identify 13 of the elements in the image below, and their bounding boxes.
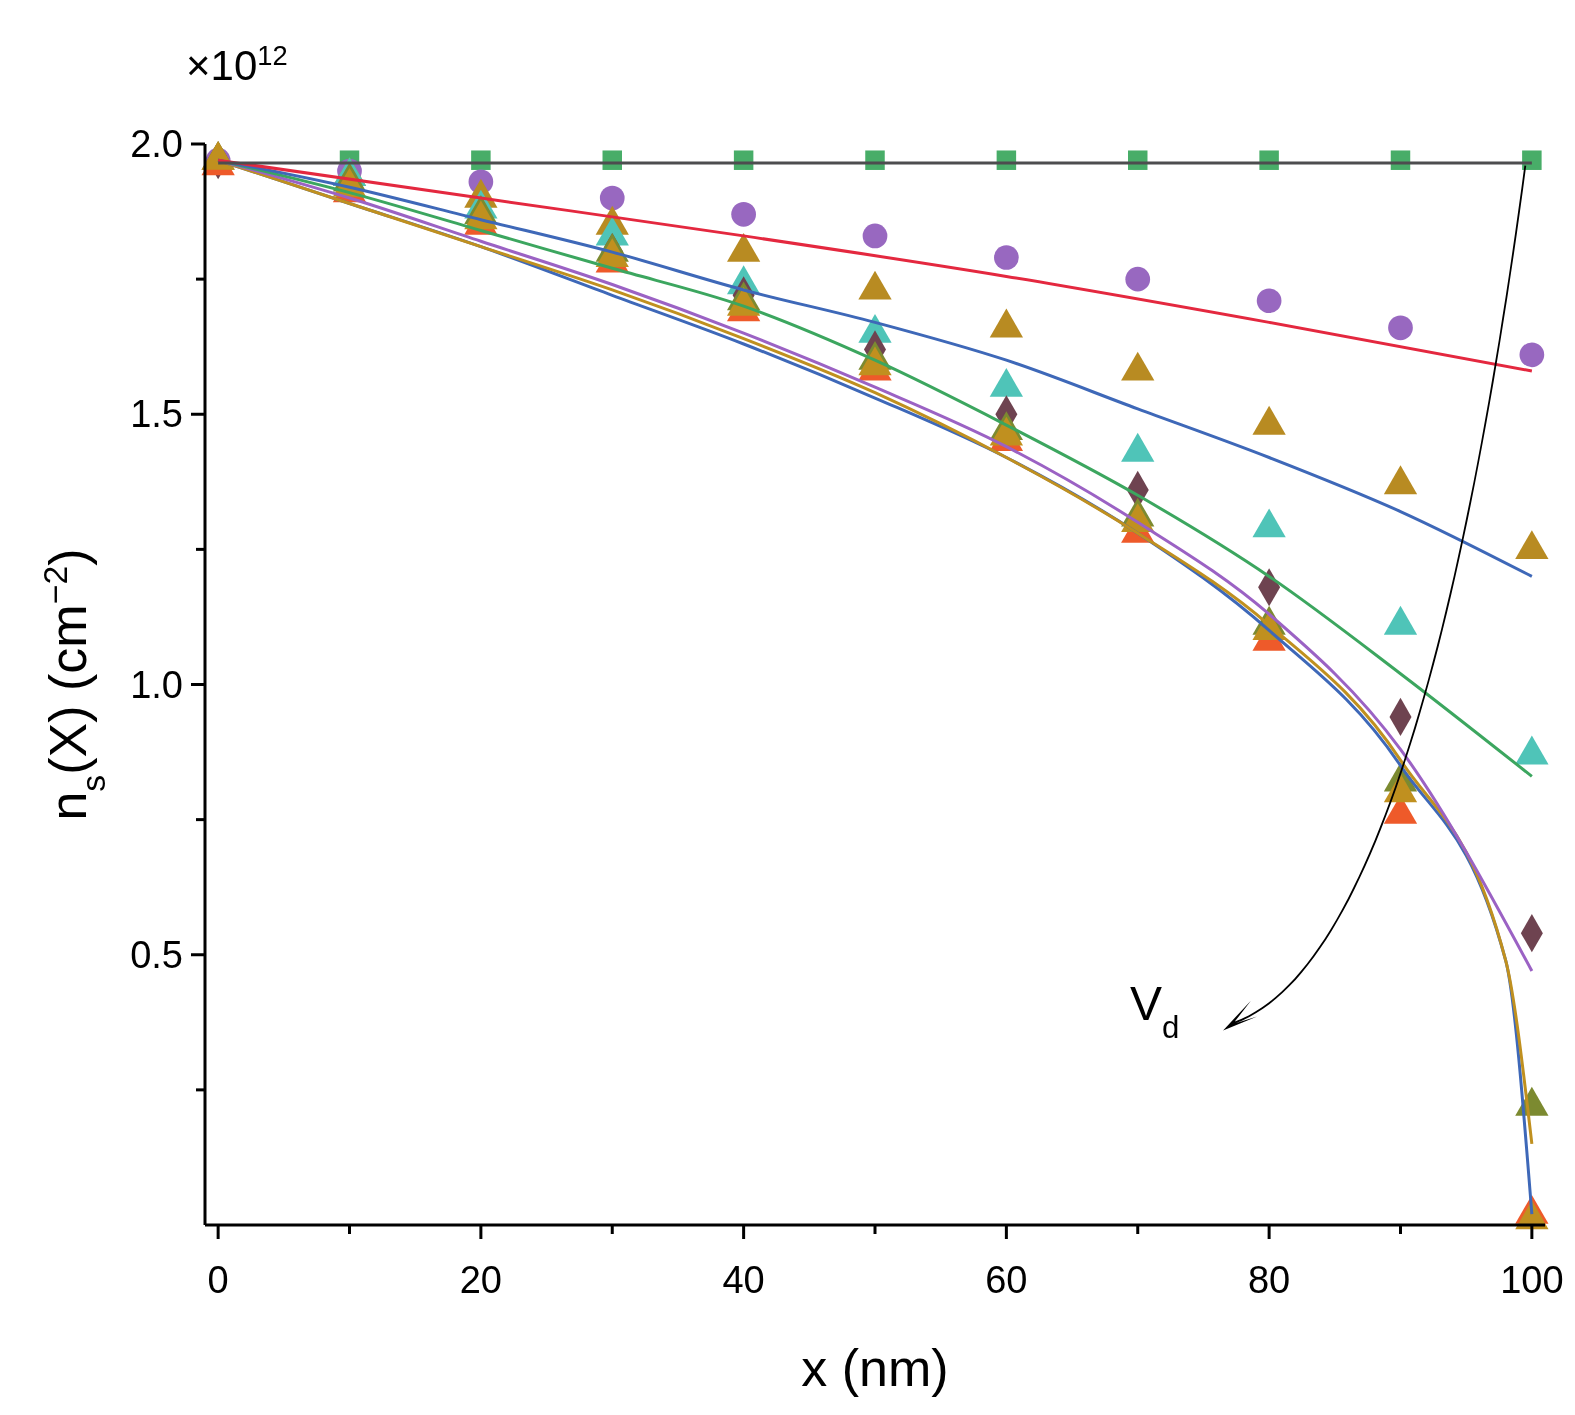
x-tick-label: 100 <box>1500 1259 1564 1301</box>
annotation: V$_{d}$ <box>1130 977 1180 1045</box>
y-tick-label: 2.0 <box>130 123 183 165</box>
y-tick-label: 1.0 <box>130 663 183 706</box>
x-tick-label: 80 <box>1247 1259 1291 1301</box>
x-tick-label: 0 <box>207 1259 229 1301</box>
x-tick-label: 40 <box>722 1259 765 1301</box>
y-tick-label: 0.5 <box>130 933 183 976</box>
x-tick-label: 60 <box>985 1259 1028 1301</box>
y-tick-label: 1.5 <box>130 393 183 436</box>
x-axis-title: x (nm) <box>801 1339 949 1397</box>
x-tick-label: 20 <box>459 1259 503 1301</box>
text: ×10$^{12}$ <box>186 39 288 89</box>
